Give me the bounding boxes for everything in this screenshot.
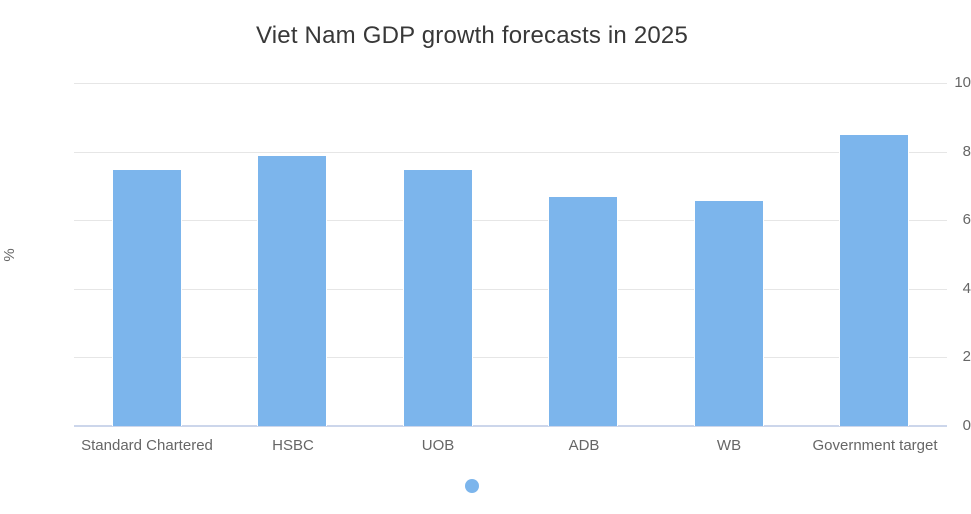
x-axis-line <box>74 425 947 427</box>
legend <box>0 479 944 498</box>
bar-adb[interactable] <box>548 196 618 426</box>
plot-area <box>74 83 947 427</box>
y-axis-title: % <box>1 248 18 262</box>
x-axis-label: ADB <box>568 437 600 454</box>
y-tick-label: 0 <box>962 417 971 434</box>
y-tick-label: 10 <box>954 74 971 91</box>
x-axis-label: WB <box>716 437 742 454</box>
bar-government-target[interactable] <box>839 134 909 426</box>
gridline <box>74 83 947 84</box>
chart-title: Viet Nam GDP growth forecasts in 2025 <box>255 22 689 49</box>
bar-hsbc[interactable] <box>257 155 327 426</box>
gridline <box>74 289 947 290</box>
y-tick-label: 2 <box>962 348 971 365</box>
chart-title-row: Viet Nam GDP growth forecasts in 2025 <box>0 22 944 50</box>
x-axis-label: HSBC <box>272 437 314 454</box>
x-axis-label: UOB <box>421 437 455 454</box>
bar-wb[interactable] <box>694 200 764 426</box>
x-axis-label: Standard Chartered <box>81 437 213 454</box>
y-tick-label: 4 <box>962 280 971 297</box>
gridline <box>74 220 947 221</box>
y-tick-label: 8 <box>962 143 971 160</box>
bar-uob[interactable] <box>403 169 473 426</box>
x-axis-label: Government target <box>812 437 938 454</box>
bar-standard-chartered[interactable] <box>112 169 182 426</box>
legend-marker-icon[interactable] <box>465 479 479 493</box>
y-tick-label: 6 <box>962 211 971 228</box>
gridline <box>74 357 947 358</box>
gridline <box>74 152 947 153</box>
